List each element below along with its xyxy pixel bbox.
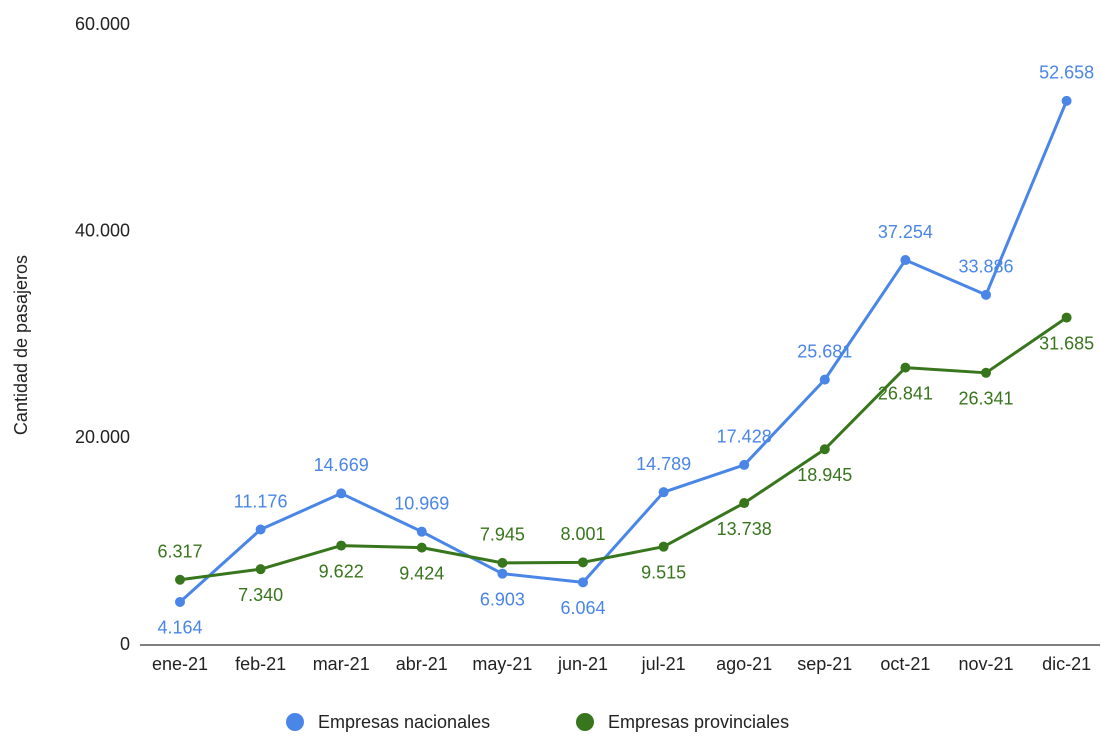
data-point	[336, 540, 347, 551]
x-tick-label: may-21	[472, 654, 532, 674]
data-point	[981, 289, 991, 300]
x-tick-label: oct-21	[880, 654, 930, 674]
data-point	[175, 596, 185, 607]
data-label: 4.164	[157, 618, 202, 638]
data-label: 37.254	[878, 222, 933, 242]
x-tick-label: mar-21	[313, 654, 370, 674]
y-tick-label: 40.000	[75, 220, 130, 240]
data-point	[900, 255, 911, 266]
legend-label: Empresas provinciales	[608, 712, 789, 732]
data-label: 14.669	[314, 455, 369, 475]
data-label: 31.685	[1039, 333, 1094, 353]
data-label: 9.622	[319, 561, 364, 581]
data-point	[336, 488, 347, 499]
series-line	[179, 316, 1068, 582]
y-tick-label: 20.000	[75, 427, 130, 447]
y-tick-label: 0	[120, 634, 130, 654]
data-label: 6.064	[560, 598, 605, 618]
data-label: 11.176	[234, 491, 288, 511]
y-axis-title: Cantidad de pasajeros	[11, 255, 31, 435]
data-label: 6.317	[157, 541, 202, 561]
x-tick-label: jun-21	[557, 654, 608, 674]
data-label: 8.001	[560, 524, 605, 544]
data-point	[819, 444, 830, 455]
data-label: 9.515	[641, 562, 686, 582]
series-line	[178, 100, 1068, 604]
data-point	[255, 564, 266, 575]
data-label: 25.681	[797, 341, 852, 361]
data-label: 52.658	[1039, 63, 1094, 83]
x-tick-label: dic-21	[1042, 654, 1091, 674]
data-label: 14.789	[636, 454, 691, 474]
x-tick-label: sep-21	[797, 654, 852, 674]
data-point	[578, 577, 588, 588]
data-point	[900, 362, 911, 373]
data-label: 7.340	[238, 585, 283, 605]
legend-swatch	[286, 713, 304, 731]
x-tick-label: feb-21	[235, 654, 286, 674]
legend-swatch	[576, 713, 594, 731]
data-point	[255, 524, 266, 535]
data-label: 6.903	[480, 589, 525, 609]
data-label: 9.424	[399, 563, 444, 583]
x-tick-label: nov-21	[958, 654, 1013, 674]
data-point	[739, 498, 750, 509]
data-label: 10.969	[394, 493, 449, 513]
data-point	[739, 459, 750, 470]
data-point	[175, 574, 185, 585]
data-point	[578, 557, 588, 568]
y-tick-label: 60.000	[75, 14, 130, 34]
data-point	[416, 542, 427, 553]
data-point	[416, 526, 427, 537]
data-point	[497, 568, 508, 579]
data-label: 26.341	[958, 389, 1013, 409]
data-point	[658, 541, 669, 552]
data-label: 26.841	[878, 383, 933, 403]
data-label: 33.886	[958, 257, 1013, 277]
x-tick-label: ene-21	[152, 654, 208, 674]
data-point	[497, 557, 508, 568]
data-point	[981, 367, 991, 378]
x-tick-label: ago-21	[716, 654, 772, 674]
legend-label: Empresas nacionales	[318, 712, 490, 732]
x-tick-label: jul-21	[641, 654, 686, 674]
data-point	[1061, 95, 1072, 106]
data-label: 13.738	[717, 519, 772, 539]
x-tick-label: abr-21	[396, 654, 448, 674]
data-point	[819, 374, 830, 385]
data-label: 7.945	[480, 525, 525, 545]
data-label: 18.945	[797, 465, 852, 485]
data-point	[658, 487, 669, 498]
data-point	[1061, 312, 1072, 323]
data-label: 17.428	[717, 427, 772, 447]
